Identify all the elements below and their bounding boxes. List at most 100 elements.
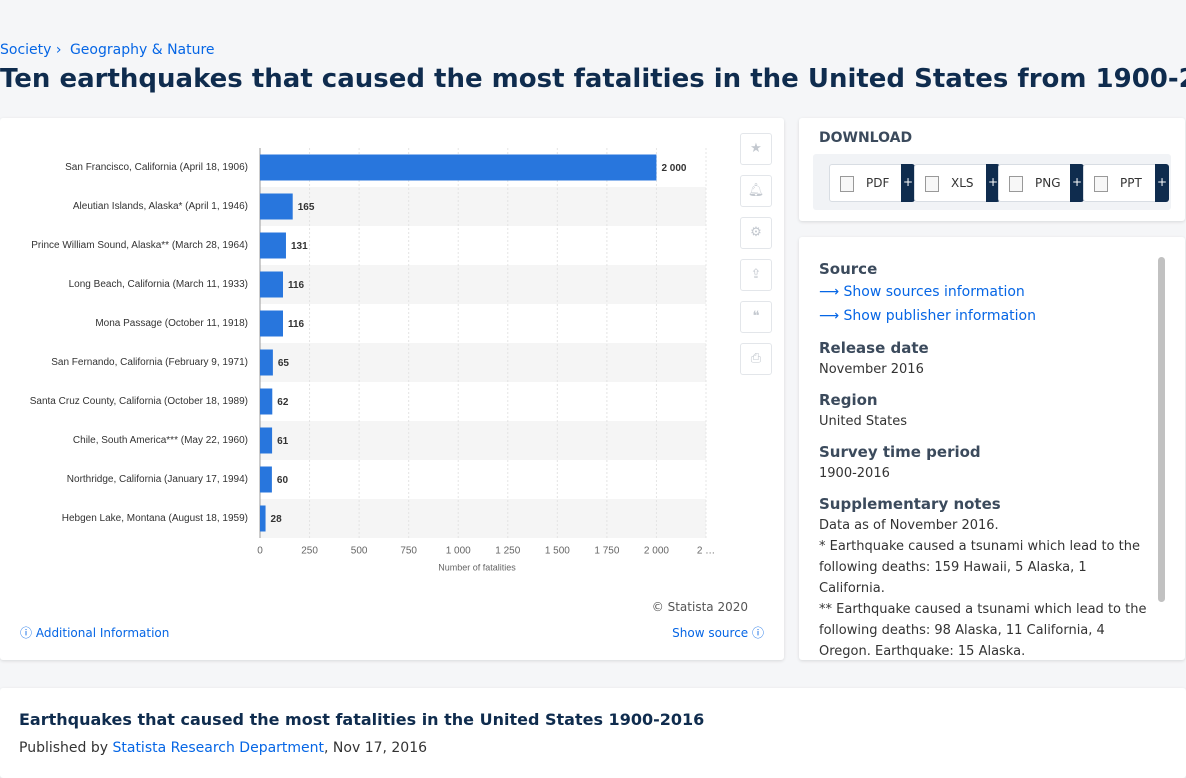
additional-info-link[interactable]: ⓘ Additional Information xyxy=(20,626,170,640)
settings-button[interactable]: ⚙ xyxy=(740,217,772,249)
additional-info-text[interactable]: Additional Information xyxy=(35,626,170,640)
share-button[interactable]: ⇪ xyxy=(740,259,772,291)
add-button[interactable]: + xyxy=(1155,164,1169,202)
publication-card: Earthquakes that caused the most fatalit… xyxy=(0,688,1186,778)
bar xyxy=(260,193,293,220)
value-label: 61 xyxy=(277,436,289,447)
x-tick-label: 0 xyxy=(257,546,263,557)
row-band xyxy=(260,421,706,460)
publisher-link-text[interactable]: Show publisher information xyxy=(843,308,1036,324)
publication-line: Published by Statista Research Departmen… xyxy=(19,740,427,756)
bar xyxy=(260,271,283,298)
note: Data as of November 2016. xyxy=(819,518,999,533)
bar xyxy=(260,388,273,415)
detail-value: United States xyxy=(819,414,908,429)
x-tick-label: 500 xyxy=(351,546,368,557)
detail-heading: Release date xyxy=(819,339,929,357)
sources-link[interactable]: ⟶ Show sources information xyxy=(819,284,1025,300)
detail-heading: Region xyxy=(819,391,878,409)
detail-value: November 2016 xyxy=(819,362,924,377)
x-tick-label: 1 250 xyxy=(495,546,520,557)
format-label[interactable]: XLS xyxy=(951,176,974,190)
file-icon xyxy=(1094,176,1108,192)
print-button[interactable]: ⎙ xyxy=(740,343,772,375)
publication-date: , Nov 17, 2016 xyxy=(324,740,428,756)
download-card: DOWNLOAD PDF + XLS + PNG + PPT + xyxy=(799,118,1185,221)
publisher-link[interactable]: ⟶ Show publisher information xyxy=(819,308,1036,324)
breadcrumb-link[interactable]: Society xyxy=(0,42,52,58)
value-label: 28 xyxy=(271,514,283,525)
value-label: 165 xyxy=(298,202,315,213)
sources-link-text[interactable]: Show sources information xyxy=(843,284,1025,300)
value-label: 65 xyxy=(278,358,290,369)
breadcrumb: Society › Geography & Nature xyxy=(0,42,215,58)
scrollbar-track xyxy=(1158,257,1165,602)
alert-button[interactable]: 🔔︎ xyxy=(740,175,772,207)
row-band xyxy=(260,499,706,538)
show-source-link[interactable]: Show source ⓘ xyxy=(672,626,764,640)
favorite-button[interactable]: ★ xyxy=(740,133,772,165)
category-label: Long Beach, California (March 11, 1933) xyxy=(68,278,248,290)
file-icon xyxy=(1009,176,1023,192)
file-icon xyxy=(925,176,939,192)
publisher-link[interactable]: Statista Research Department xyxy=(112,740,325,756)
publication-title: Earthquakes that caused the most fatalit… xyxy=(19,710,705,729)
details-card: Source ⟶ Show sources information ⟶ Show… xyxy=(799,237,1185,660)
download-button[interactable]: PPT + xyxy=(1083,164,1169,202)
bar xyxy=(260,427,273,454)
category-label: Northridge, California (January 17, 1994… xyxy=(66,473,248,485)
page-title: Ten earthquakes that caused the most fat… xyxy=(0,64,1186,94)
format-label[interactable]: PDF xyxy=(866,176,890,190)
category-label: Mona Passage (October 11, 1918) xyxy=(95,317,248,329)
x-tick-label: 1 000 xyxy=(446,546,471,557)
x-tick-label: 2 000 xyxy=(644,546,669,557)
page: {"breadcrumb": ["Society", "Geography & … xyxy=(0,42,1186,756)
add-button[interactable]: + xyxy=(901,164,915,202)
x-tick-label: 250 xyxy=(301,546,318,557)
row-band xyxy=(260,343,706,382)
detail-heading: Survey time period xyxy=(819,443,981,461)
breadcrumb-link[interactable]: Geography & Nature xyxy=(69,42,215,58)
download-button[interactable]: PNG + xyxy=(998,164,1084,202)
note: * Earthquake caused a tsunami which lead… xyxy=(819,539,1140,596)
value-label: 116 xyxy=(288,280,305,291)
detail-heading: Source xyxy=(819,260,878,278)
x-tick-label: 750 xyxy=(400,546,417,557)
detail-heading: Supplementary notes xyxy=(819,495,1001,513)
value-label: 60 xyxy=(277,475,289,486)
x-tick-label: 2 … xyxy=(697,546,715,557)
x-tick-label: 1 500 xyxy=(545,546,570,557)
value-label: 116 xyxy=(288,319,305,330)
value-label: 62 xyxy=(277,397,289,408)
bar xyxy=(260,154,657,181)
category-label: Chile, South America*** (May 22, 1960) xyxy=(72,434,248,446)
cite-button[interactable]: ❝ xyxy=(740,301,772,333)
bar xyxy=(260,505,266,532)
value-label: 2 000 xyxy=(661,163,686,174)
page-body: Society › Geography & Nature Ten earthqu… xyxy=(0,42,1186,756)
category-label: Santa Cruz County, California (October 1… xyxy=(29,395,248,407)
format-label[interactable]: PPT xyxy=(1120,176,1142,190)
format-label[interactable]: PNG xyxy=(1035,176,1061,190)
download-button[interactable]: XLS + xyxy=(914,164,1000,202)
download-heading: DOWNLOAD xyxy=(819,130,913,146)
add-button[interactable]: + xyxy=(1070,164,1084,202)
scrollbar-thumb[interactable] xyxy=(1158,257,1165,602)
download-button[interactable]: PDF + xyxy=(829,164,915,202)
bar xyxy=(260,466,272,493)
show-source-text[interactable]: Show source xyxy=(672,626,749,640)
chart-card: 0 250 500 750 1 000 1 250 1 500 1 750 2 000 2 … Nu… xyxy=(0,118,784,660)
add-button[interactable]: + xyxy=(986,164,1000,202)
bar xyxy=(260,310,283,337)
note: ** Earthquake caused a tsunami which lea… xyxy=(819,602,1147,659)
value-label: 131 xyxy=(291,241,308,252)
chart: 0 250 500 750 1 000 1 250 1 500 1 750 2 000 2 … Nu… xyxy=(257,148,715,572)
file-icon xyxy=(840,176,854,192)
category-label: Aleutian Islands, Alaska* (April 1, 1946… xyxy=(72,200,248,212)
category-label: Prince William Sound, Alaska** (March 28… xyxy=(31,239,248,251)
x-tick-label: 1 750 xyxy=(594,546,619,557)
x-axis-label: Number of fatalities xyxy=(438,562,516,572)
category-label: Hebgen Lake, Montana (August 18, 1959) xyxy=(61,512,248,524)
copyright: © Statista 2020 xyxy=(651,600,748,614)
bar xyxy=(260,232,286,259)
